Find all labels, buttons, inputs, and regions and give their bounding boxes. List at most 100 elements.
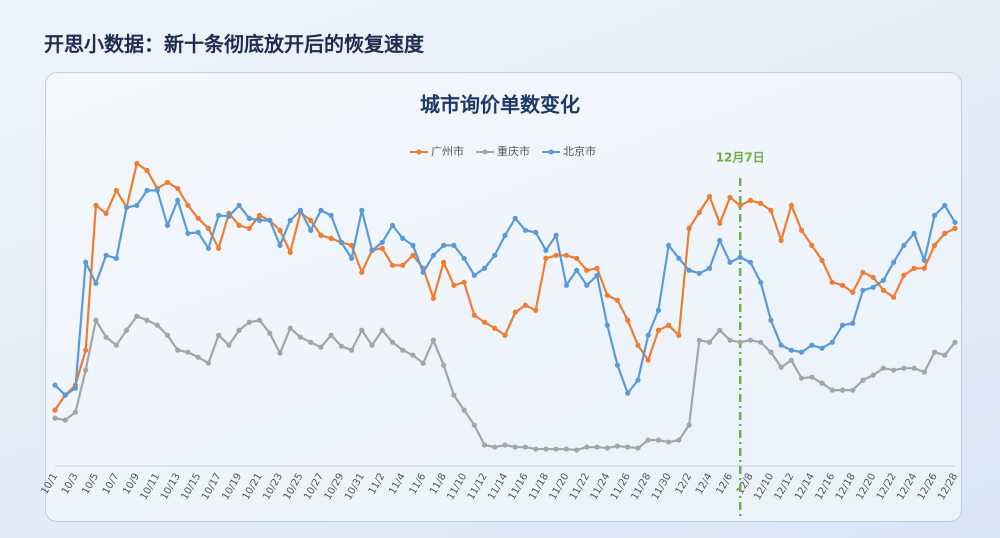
- data-point: [359, 269, 365, 275]
- page-title: 开思小数据：新十条彻底放开后的恢复速度: [44, 32, 424, 56]
- data-point: [113, 187, 119, 194]
- data-point: [134, 160, 140, 167]
- data-point: [942, 352, 948, 358]
- data-point: [727, 194, 733, 201]
- data-point: [778, 364, 784, 370]
- data-point: [758, 200, 764, 207]
- data-point: [563, 282, 569, 288]
- x-tick-label: 10/31: [343, 472, 367, 502]
- data-point: [645, 357, 651, 363]
- data-point: [778, 237, 784, 243]
- data-point: [747, 337, 754, 343]
- data-point: [226, 213, 232, 219]
- data-point: [635, 377, 641, 383]
- data-point: [297, 334, 304, 340]
- chart-title: 城市询价单数变化: [420, 93, 580, 117]
- data-point: [502, 442, 508, 448]
- data-point: [144, 317, 150, 323]
- data-point: [154, 187, 160, 194]
- data-point: [502, 232, 508, 238]
- data-point: [451, 282, 457, 288]
- data-point: [931, 349, 938, 355]
- data-point: [839, 322, 846, 328]
- data-point: [134, 313, 140, 319]
- data-point: [717, 237, 723, 243]
- data-point: [768, 349, 774, 355]
- data-point: [727, 337, 733, 343]
- data-point: [696, 337, 702, 343]
- data-point: [768, 317, 774, 323]
- data-point: [481, 265, 488, 271]
- data-point: [338, 343, 344, 349]
- data-point: [461, 255, 467, 261]
- data-point: [379, 239, 385, 245]
- data-point: [901, 272, 907, 278]
- data-point: [543, 446, 549, 452]
- data-point: [328, 332, 334, 338]
- data-point: [891, 294, 897, 300]
- data-point: [737, 339, 743, 345]
- data-point: [277, 227, 283, 233]
- data-point: [83, 259, 89, 265]
- data-point: [318, 344, 324, 350]
- x-tick-label: 11/8: [428, 472, 449, 497]
- legend-marker: [482, 149, 488, 155]
- data-point: [113, 342, 119, 348]
- data-point: [737, 254, 743, 260]
- data-point: [522, 444, 529, 450]
- data-point: [798, 349, 805, 355]
- x-tick-label: 11/2: [367, 472, 388, 497]
- data-point: [747, 197, 754, 204]
- annotation-label: 12月7日: [716, 151, 765, 165]
- data-point: [686, 267, 692, 273]
- data-point: [369, 342, 375, 348]
- data-point: [819, 380, 825, 386]
- data-point: [809, 374, 815, 380]
- data-point: [216, 332, 222, 338]
- data-point: [553, 232, 559, 238]
- data-point: [860, 377, 866, 383]
- data-point: [952, 339, 958, 345]
- data-point: [410, 352, 416, 358]
- data-point: [614, 362, 621, 368]
- data-point: [359, 327, 365, 333]
- x-tick-label: 10/7: [101, 472, 122, 497]
- data-point: [727, 259, 733, 265]
- data-point: [256, 317, 263, 323]
- x-tick-label: 10/1: [39, 472, 60, 497]
- x-tick-label: 10/5: [80, 472, 101, 497]
- data-point: [911, 265, 917, 271]
- data-point: [901, 242, 907, 248]
- data-point: [819, 345, 825, 351]
- legend-marker: [548, 149, 554, 155]
- data-point: [246, 319, 252, 325]
- data-point: [348, 242, 355, 248]
- data-point: [441, 259, 447, 265]
- data-point: [471, 272, 477, 278]
- data-point: [880, 365, 887, 371]
- data-point: [870, 372, 876, 378]
- data-point: [318, 207, 324, 213]
- data-point: [604, 322, 610, 328]
- data-point: [706, 193, 713, 200]
- data-point: [256, 212, 263, 218]
- data-point: [308, 339, 314, 345]
- data-point: [911, 365, 917, 371]
- data-point: [533, 307, 539, 313]
- data-point: [829, 339, 835, 345]
- data-point: [942, 202, 948, 209]
- data-point: [758, 339, 764, 345]
- data-point: [645, 437, 651, 443]
- data-point: [850, 289, 856, 295]
- data-point: [839, 282, 846, 288]
- data-point: [809, 342, 815, 348]
- data-point: [287, 249, 293, 255]
- data-point: [625, 317, 631, 323]
- data-point: [277, 242, 283, 248]
- x-tick-label: 11/6: [408, 472, 429, 497]
- data-point: [676, 437, 682, 443]
- data-point: [522, 302, 529, 308]
- data-point: [205, 225, 212, 231]
- data-point: [144, 167, 150, 174]
- data-point: [635, 445, 641, 451]
